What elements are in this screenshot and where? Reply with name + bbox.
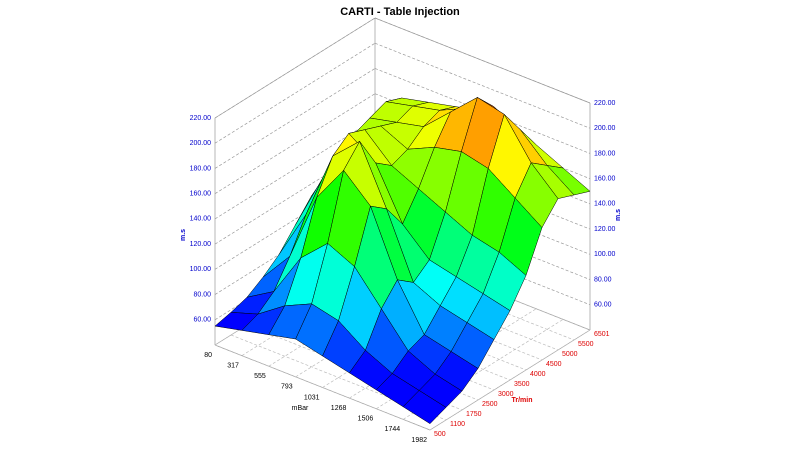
x-tick-label: 1982 — [411, 437, 427, 444]
x-tick-label: 1506 — [358, 416, 374, 423]
x-tick-label: 555 — [254, 373, 266, 380]
z-tick-label: 80.00 — [594, 276, 612, 283]
z-tick-label: 120.00 — [190, 241, 212, 248]
z-tick-label: 200.00 — [190, 140, 212, 147]
z-tick-label: 60.00 — [594, 302, 612, 309]
y-tick-label: 1100 — [450, 421, 465, 428]
z-tick-label: 80.00 — [193, 291, 211, 298]
grid-line — [214, 68, 376, 169]
grid-line — [214, 93, 376, 194]
y-axis-title: Tr/min — [511, 397, 532, 404]
z-tick-label: 60.00 — [193, 317, 211, 324]
grid-line — [374, 17, 591, 104]
z-tick-label: 100.00 — [190, 266, 212, 273]
grid-line — [214, 42, 376, 144]
z-tick-label: 180.00 — [190, 165, 212, 172]
x-tick-label: 80 — [204, 352, 212, 359]
z-tick-label: 180.00 — [594, 150, 616, 157]
z-tick-label: 200.00 — [594, 125, 616, 132]
y-tick-label: 5500 — [578, 341, 594, 348]
y-tick-label: 6501 — [594, 331, 610, 338]
x-tick-label: 317 — [227, 362, 239, 369]
z-axis-title: m.s — [180, 229, 187, 241]
z-axis-title: m.s — [615, 209, 622, 221]
y-tick-label: 3000 — [498, 391, 514, 398]
x-axis-title: mBar — [292, 405, 309, 412]
z-tick-label: 160.00 — [190, 191, 212, 198]
grid-line — [214, 17, 376, 119]
z-tick-label: 120.00 — [594, 226, 616, 233]
y-tick-label: 4500 — [546, 361, 562, 368]
z-tick-label: 220.00 — [190, 115, 212, 122]
chart-title: CARTI - Table Injection — [340, 6, 460, 18]
x-tick-label: 1268 — [331, 405, 347, 412]
y-tick-label: 4000 — [530, 371, 546, 378]
y-tick-label: 500 — [434, 431, 446, 438]
surface-cell — [402, 390, 447, 425]
floor-grid-line — [214, 344, 431, 431]
grid-line — [374, 42, 591, 129]
z-tick-label: 220.00 — [594, 100, 616, 107]
floor-grid-line — [429, 329, 591, 431]
z-tick-label: 140.00 — [594, 201, 616, 208]
y-tick-label: 3500 — [514, 381, 530, 388]
z-tick-label: 160.00 — [594, 176, 616, 183]
y-tick-label: 2500 — [482, 401, 498, 408]
x-tick-label: 1031 — [304, 394, 320, 401]
z-tick-label: 100.00 — [594, 251, 616, 258]
y-tick-label: 5000 — [562, 351, 578, 358]
x-tick-label: 1744 — [385, 426, 401, 433]
x-tick-label: 793 — [281, 384, 293, 391]
z-tick-label: 140.00 — [190, 216, 212, 223]
y-tick-label: 1750 — [466, 411, 482, 418]
